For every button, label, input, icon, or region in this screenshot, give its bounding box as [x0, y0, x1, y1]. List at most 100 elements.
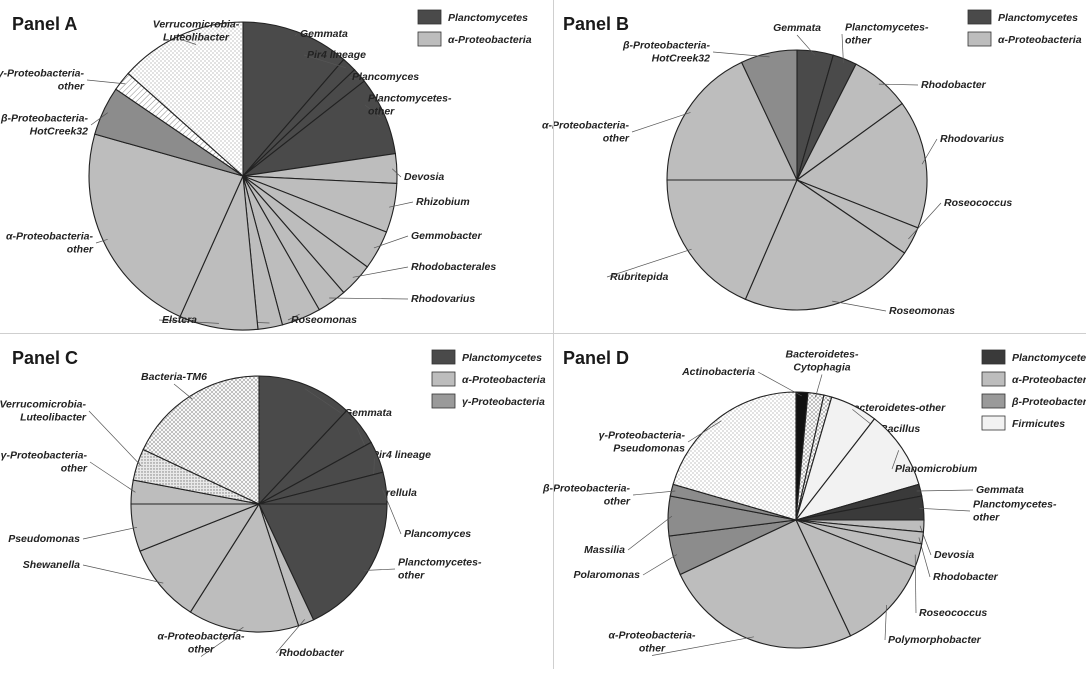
slice-label-rhodovarius: Rhodovarius — [940, 133, 1004, 145]
leader-line — [919, 507, 971, 512]
leader-line — [275, 619, 305, 654]
slice-label-plancomyces: Plancomyces — [352, 71, 419, 83]
slice-label-bacteroidetes-cytophagia: Bacteroidetes-Cytophagia — [786, 349, 859, 374]
leader-line — [287, 313, 300, 321]
slice-bacteria-tm6 — [142, 375, 260, 505]
legend-swatch — [417, 31, 442, 47]
leader-line — [841, 33, 844, 63]
panel-title: Panel A — [12, 14, 77, 34]
legend-swatch — [981, 393, 1006, 409]
slice-label-roseomonas: Roseomonas — [889, 305, 955, 317]
legend-swatch — [417, 9, 442, 25]
slice-label-rhizobium: Rhizobium — [416, 196, 470, 208]
leader-line — [815, 374, 823, 398]
panel-b: Panel B Planctomycetes α-Proteobacteria Gem… — [542, 9, 1082, 317]
slice-label-polaromonas: Polaromonas — [573, 569, 640, 581]
legend-swatch — [967, 31, 992, 47]
legend-entry: α-Proteobacteria — [462, 374, 546, 386]
slice-label-roseomonas: Roseomonas — [291, 314, 357, 326]
slice-label-elstera: Elstera — [162, 314, 197, 326]
slice-label-planomicrobium: Planomicrobium — [895, 463, 977, 475]
panel-a: Panel A Planctomycetes α-Proteobacteria Gem… — [0, 9, 532, 331]
slice-label-proteobacteria-other: α-Proteobacteria-other — [608, 630, 696, 655]
legend-entry: Planctomycetes — [448, 12, 528, 24]
slice-label-planctomycetes-other: Planctomycetes-other — [845, 22, 929, 47]
slice-label-planctomycetes-other: Planctomycetes-other — [398, 557, 482, 582]
leader-line — [329, 297, 409, 300]
slice-proteobacteria-pseudomonas — [672, 391, 797, 521]
legend-swatch — [431, 393, 456, 409]
slice-label-verrucomicrobia-luteolibacter: Verrucomicrobia-Luteolibacter — [153, 19, 240, 44]
leader-line — [832, 300, 887, 312]
legend-swatch — [967, 9, 992, 25]
leader-line — [82, 526, 138, 540]
slice-label-actinobacteria: Actinobacteria — [681, 366, 755, 378]
leader-line — [373, 235, 409, 249]
leader-line — [884, 604, 887, 641]
leader-line — [90, 112, 108, 126]
slice-proteobacteria-other — [189, 502, 300, 633]
slice-proteobacteria-other — [88, 133, 244, 318]
slice-label-polymorphobacter: Polymorphobacter — [888, 634, 982, 646]
slice-proteobacteria-other — [679, 519, 852, 649]
leader-line — [921, 138, 938, 165]
slice-gemmata — [258, 375, 348, 506]
slice-label-roseococcus: Roseococcus — [919, 607, 987, 619]
slice-label-rubritepida: Rubritepida — [610, 271, 668, 283]
legend-swatch — [431, 371, 456, 387]
slice-label-bacteroidetes-other: Bacteroidetes-other — [846, 402, 946, 414]
leader-line — [181, 39, 197, 45]
horizontal-divider-left — [0, 333, 553, 334]
slice-label-roseococcus: Roseococcus — [944, 197, 1012, 209]
leader-line — [200, 626, 244, 657]
slice-label-gemmata: Gemmata — [976, 484, 1024, 496]
leader-line — [631, 112, 691, 133]
slice-label-devosia: Devosia — [404, 171, 444, 183]
leader-line — [304, 388, 342, 414]
slice-label-proteobacteria-other: β-Proteobacteria-other — [542, 483, 631, 508]
slice-label-proteobacteria-other: α-Proteobacteria-other — [6, 231, 94, 256]
slice-planomicrobium — [794, 418, 920, 522]
slice-proteobacteria-other — [666, 61, 798, 181]
slice-label-pir4-lineage: Pir4 lineage — [372, 449, 431, 461]
slice-planctomycetes-other — [258, 503, 388, 621]
slice-shewanella — [139, 502, 261, 613]
slice-label-rhodobacterales: Rhodobacterales — [411, 261, 496, 273]
slice-label-proteobacteria-other: α-Proteobacteria-other — [157, 631, 245, 656]
slice-label-proteobacteria-hotcreek32: β-Proteobacteria-HotCreek32 — [0, 113, 88, 138]
legend-swatch — [981, 349, 1006, 365]
legend-swatch — [981, 415, 1006, 431]
slice-label-rhodobacter: Rhodobacter — [921, 79, 987, 91]
leader-line — [606, 248, 692, 278]
slice-label-planctomycetes-other: Planctomycetes-other — [973, 499, 1057, 524]
legend-entry: β-Proteobacteria — [1011, 396, 1086, 408]
leader-line — [158, 319, 219, 324]
slice-label-rhodobacter: Rhodobacter — [279, 647, 345, 659]
leader-line — [914, 554, 917, 614]
slice-label-plancomyces: Plancomyces — [404, 528, 471, 540]
slice-gemmata — [242, 21, 345, 178]
legend-entry: α-Proteobacteria — [448, 34, 532, 46]
slice-label-verrucomicrobia-luteolibacter: Verrucomicrobia-Luteolibacter — [0, 399, 87, 424]
leader-line — [381, 488, 402, 535]
leader-line — [303, 54, 347, 69]
leader-line — [916, 489, 974, 492]
legend-entry: Planctomycetes — [998, 12, 1078, 24]
slice-label-rhodovarius: Rhodovarius — [411, 293, 475, 305]
slice-label-massilia: Massilia — [584, 544, 625, 556]
leader-line — [173, 383, 193, 400]
leader-line — [919, 525, 932, 556]
leader-line — [88, 410, 142, 466]
slice-label-pseudomonas: Pseudomonas — [8, 533, 80, 545]
leader-line — [391, 168, 402, 178]
legend-entry: Planctomycetes — [1012, 352, 1086, 364]
leader-line — [389, 201, 414, 208]
slice-rhodovarius — [795, 102, 928, 229]
leader-line — [363, 568, 396, 571]
leader-line — [82, 564, 164, 584]
slice-roseomonas — [744, 179, 906, 311]
slice-label-shewanella: Shewanella — [23, 559, 80, 571]
leader-line — [364, 104, 381, 118]
leader-line — [878, 83, 919, 86]
